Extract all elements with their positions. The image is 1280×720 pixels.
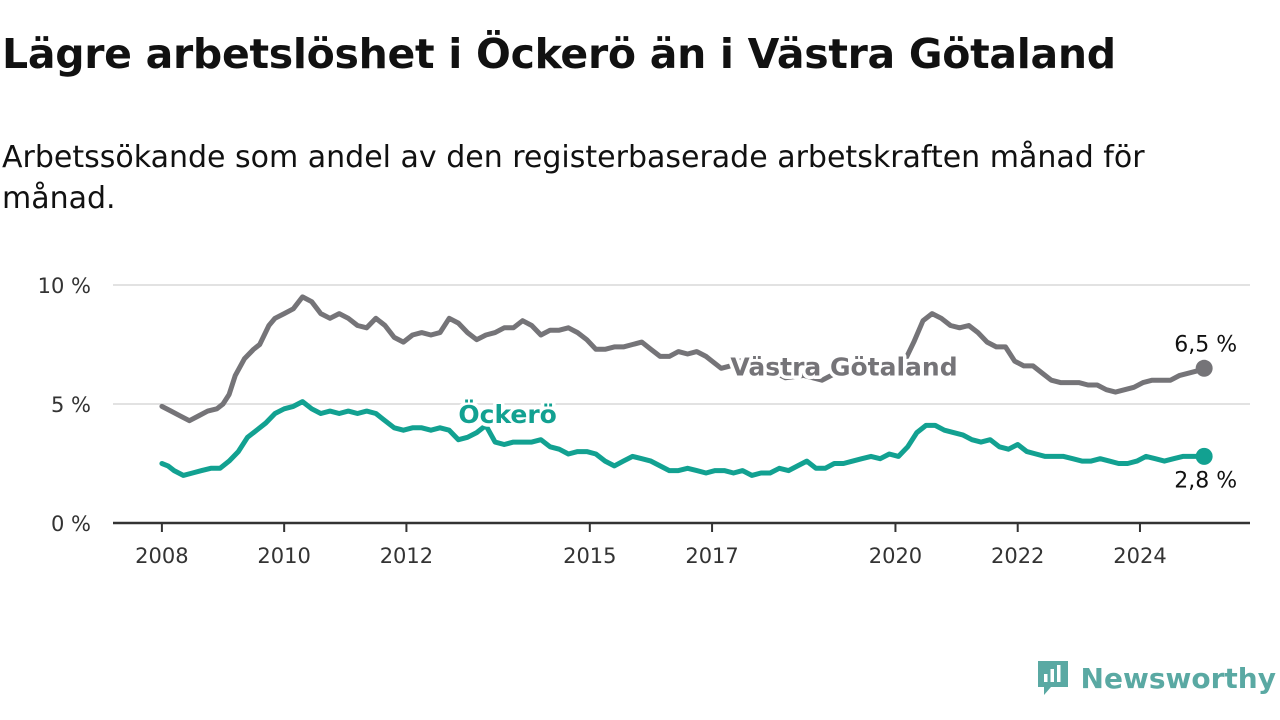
- series-lines: [159, 294, 1213, 478]
- y-tick-label: 10 %: [38, 274, 91, 298]
- chart-subtitle: Arbetssökande som andel av den registerb…: [2, 140, 1145, 216]
- grid-lines: [113, 284, 1250, 405]
- series-name-label: Västra Götaland: [730, 352, 957, 381]
- x-tick-label: 2017: [685, 544, 738, 568]
- y-tick-label: 5 %: [51, 393, 91, 417]
- brand-name: Newsworthy: [1080, 661, 1276, 695]
- line-chart: 0 % 5 % 10 % 2008 2010 2012 2015 2017 2020 2022 20…: [38, 274, 1250, 568]
- labels: Västra Götaland Öckerö 6,5 % 2,8 %: [455, 332, 1237, 493]
- axes: 0 % 5 % 10 % 2008 2010 2012 2015 2017 2020 2022 20…: [38, 274, 1250, 568]
- x-tick-label: 2022: [991, 544, 1044, 568]
- x-tick-label: 2008: [135, 544, 188, 568]
- x-tick-label: 2024: [1113, 544, 1166, 568]
- chart-title: Lägre arbetslöshet i Öckerö än i Västra …: [2, 30, 1116, 78]
- series-end-value-label: 2,8 %: [1174, 468, 1237, 493]
- newsworthy-logo-icon: [1037, 661, 1068, 695]
- series-line-cker: [159, 399, 1207, 478]
- x-tick-label: 2010: [257, 544, 310, 568]
- x-tick-label: 2015: [563, 544, 616, 568]
- newsworthy-brand: Newsworthy: [1035, 658, 1276, 698]
- series-line-v-stra-g-taland: [159, 294, 1207, 424]
- y-tick-label: 0 %: [51, 512, 91, 536]
- series-end-point: [1195, 359, 1213, 377]
- series-name-label: Öckerö: [458, 399, 557, 429]
- x-tick-label: 2012: [380, 544, 433, 568]
- x-tick-label: 2020: [869, 544, 922, 568]
- series-end-value-label: 6,5 %: [1174, 332, 1237, 357]
- series-end-point: [1195, 447, 1213, 465]
